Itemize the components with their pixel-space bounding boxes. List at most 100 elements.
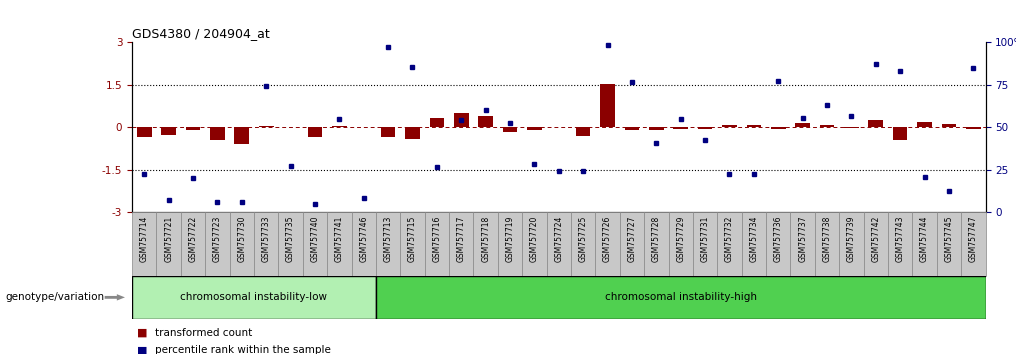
- Text: GSM757739: GSM757739: [847, 216, 855, 262]
- Text: GSM757731: GSM757731: [701, 216, 709, 262]
- Bar: [308, 127, 322, 137]
- Bar: [864, 212, 888, 276]
- Bar: [400, 212, 425, 276]
- Bar: [479, 116, 493, 127]
- Text: GSM757723: GSM757723: [213, 216, 221, 262]
- Text: GSM757740: GSM757740: [311, 216, 319, 262]
- Bar: [766, 212, 790, 276]
- Bar: [405, 127, 420, 139]
- Bar: [595, 212, 620, 276]
- Bar: [454, 113, 468, 127]
- Text: GSM757736: GSM757736: [774, 216, 782, 262]
- Bar: [893, 127, 907, 140]
- Text: GSM757747: GSM757747: [969, 216, 977, 262]
- Text: GDS4380 / 204904_at: GDS4380 / 204904_at: [132, 27, 270, 40]
- Bar: [796, 123, 810, 127]
- Text: GSM757742: GSM757742: [872, 216, 880, 262]
- Text: GSM757744: GSM757744: [920, 216, 929, 262]
- Text: GSM757720: GSM757720: [530, 216, 538, 262]
- Bar: [332, 126, 346, 127]
- Text: transformed count: transformed count: [155, 328, 253, 338]
- Bar: [162, 127, 176, 135]
- Text: GSM757724: GSM757724: [555, 216, 563, 262]
- Text: GSM757727: GSM757727: [628, 216, 636, 262]
- Bar: [156, 212, 181, 276]
- Bar: [205, 212, 230, 276]
- Bar: [376, 212, 400, 276]
- Bar: [278, 212, 303, 276]
- Bar: [844, 127, 859, 128]
- Text: GSM757728: GSM757728: [652, 216, 660, 262]
- Text: ■: ■: [137, 346, 147, 354]
- Bar: [790, 212, 815, 276]
- Bar: [259, 126, 273, 127]
- Bar: [839, 212, 864, 276]
- Text: GSM757746: GSM757746: [360, 216, 368, 262]
- Text: GSM757714: GSM757714: [140, 216, 148, 262]
- Text: GSM757732: GSM757732: [725, 216, 734, 262]
- Bar: [815, 212, 839, 276]
- Text: GSM757722: GSM757722: [189, 216, 197, 262]
- Bar: [210, 127, 225, 140]
- Bar: [381, 127, 395, 137]
- Bar: [644, 212, 669, 276]
- Text: GSM757713: GSM757713: [384, 216, 392, 262]
- Bar: [571, 212, 595, 276]
- Text: GSM757721: GSM757721: [165, 216, 173, 262]
- Bar: [649, 127, 663, 130]
- Bar: [888, 212, 912, 276]
- Text: GSM757738: GSM757738: [823, 216, 831, 262]
- Bar: [937, 212, 961, 276]
- Bar: [820, 125, 834, 127]
- Bar: [693, 212, 717, 276]
- Bar: [698, 127, 712, 129]
- Text: GSM757729: GSM757729: [677, 216, 685, 262]
- Bar: [235, 127, 249, 144]
- Text: percentile rank within the sample: percentile rank within the sample: [155, 346, 331, 354]
- Bar: [522, 212, 547, 276]
- Bar: [498, 212, 522, 276]
- Bar: [625, 127, 639, 130]
- Bar: [674, 127, 688, 129]
- Text: GSM757741: GSM757741: [335, 216, 343, 262]
- Bar: [742, 212, 766, 276]
- Text: GSM757745: GSM757745: [945, 216, 953, 262]
- Bar: [449, 212, 473, 276]
- Bar: [503, 127, 517, 132]
- Bar: [966, 127, 980, 129]
- Bar: [181, 212, 205, 276]
- Bar: [771, 127, 785, 129]
- Bar: [620, 212, 644, 276]
- Bar: [303, 212, 327, 276]
- Bar: [547, 212, 571, 276]
- Bar: [669, 212, 693, 276]
- Bar: [912, 212, 937, 276]
- Bar: [327, 212, 352, 276]
- Text: GSM757737: GSM757737: [799, 216, 807, 262]
- Text: GSM757718: GSM757718: [482, 216, 490, 262]
- Bar: [722, 125, 737, 127]
- Bar: [186, 127, 200, 130]
- Bar: [425, 212, 449, 276]
- Bar: [352, 212, 376, 276]
- Bar: [576, 127, 590, 136]
- Bar: [527, 127, 542, 130]
- Text: GSM757743: GSM757743: [896, 216, 904, 262]
- Text: GSM757733: GSM757733: [262, 216, 270, 262]
- Text: GSM757725: GSM757725: [579, 216, 587, 262]
- Bar: [254, 212, 278, 276]
- Bar: [137, 127, 151, 137]
- Text: GSM757730: GSM757730: [238, 216, 246, 262]
- Text: genotype/variation: genotype/variation: [5, 292, 105, 302]
- Text: GSM757717: GSM757717: [457, 216, 465, 262]
- Text: ■: ■: [137, 328, 147, 338]
- Bar: [230, 212, 254, 276]
- Text: GSM757715: GSM757715: [408, 216, 417, 262]
- Bar: [917, 122, 932, 127]
- Text: chromosomal instability-low: chromosomal instability-low: [181, 292, 327, 302]
- Text: GSM757719: GSM757719: [506, 216, 514, 262]
- Bar: [132, 212, 156, 276]
- Bar: [473, 212, 498, 276]
- Bar: [132, 276, 376, 319]
- Bar: [869, 120, 883, 127]
